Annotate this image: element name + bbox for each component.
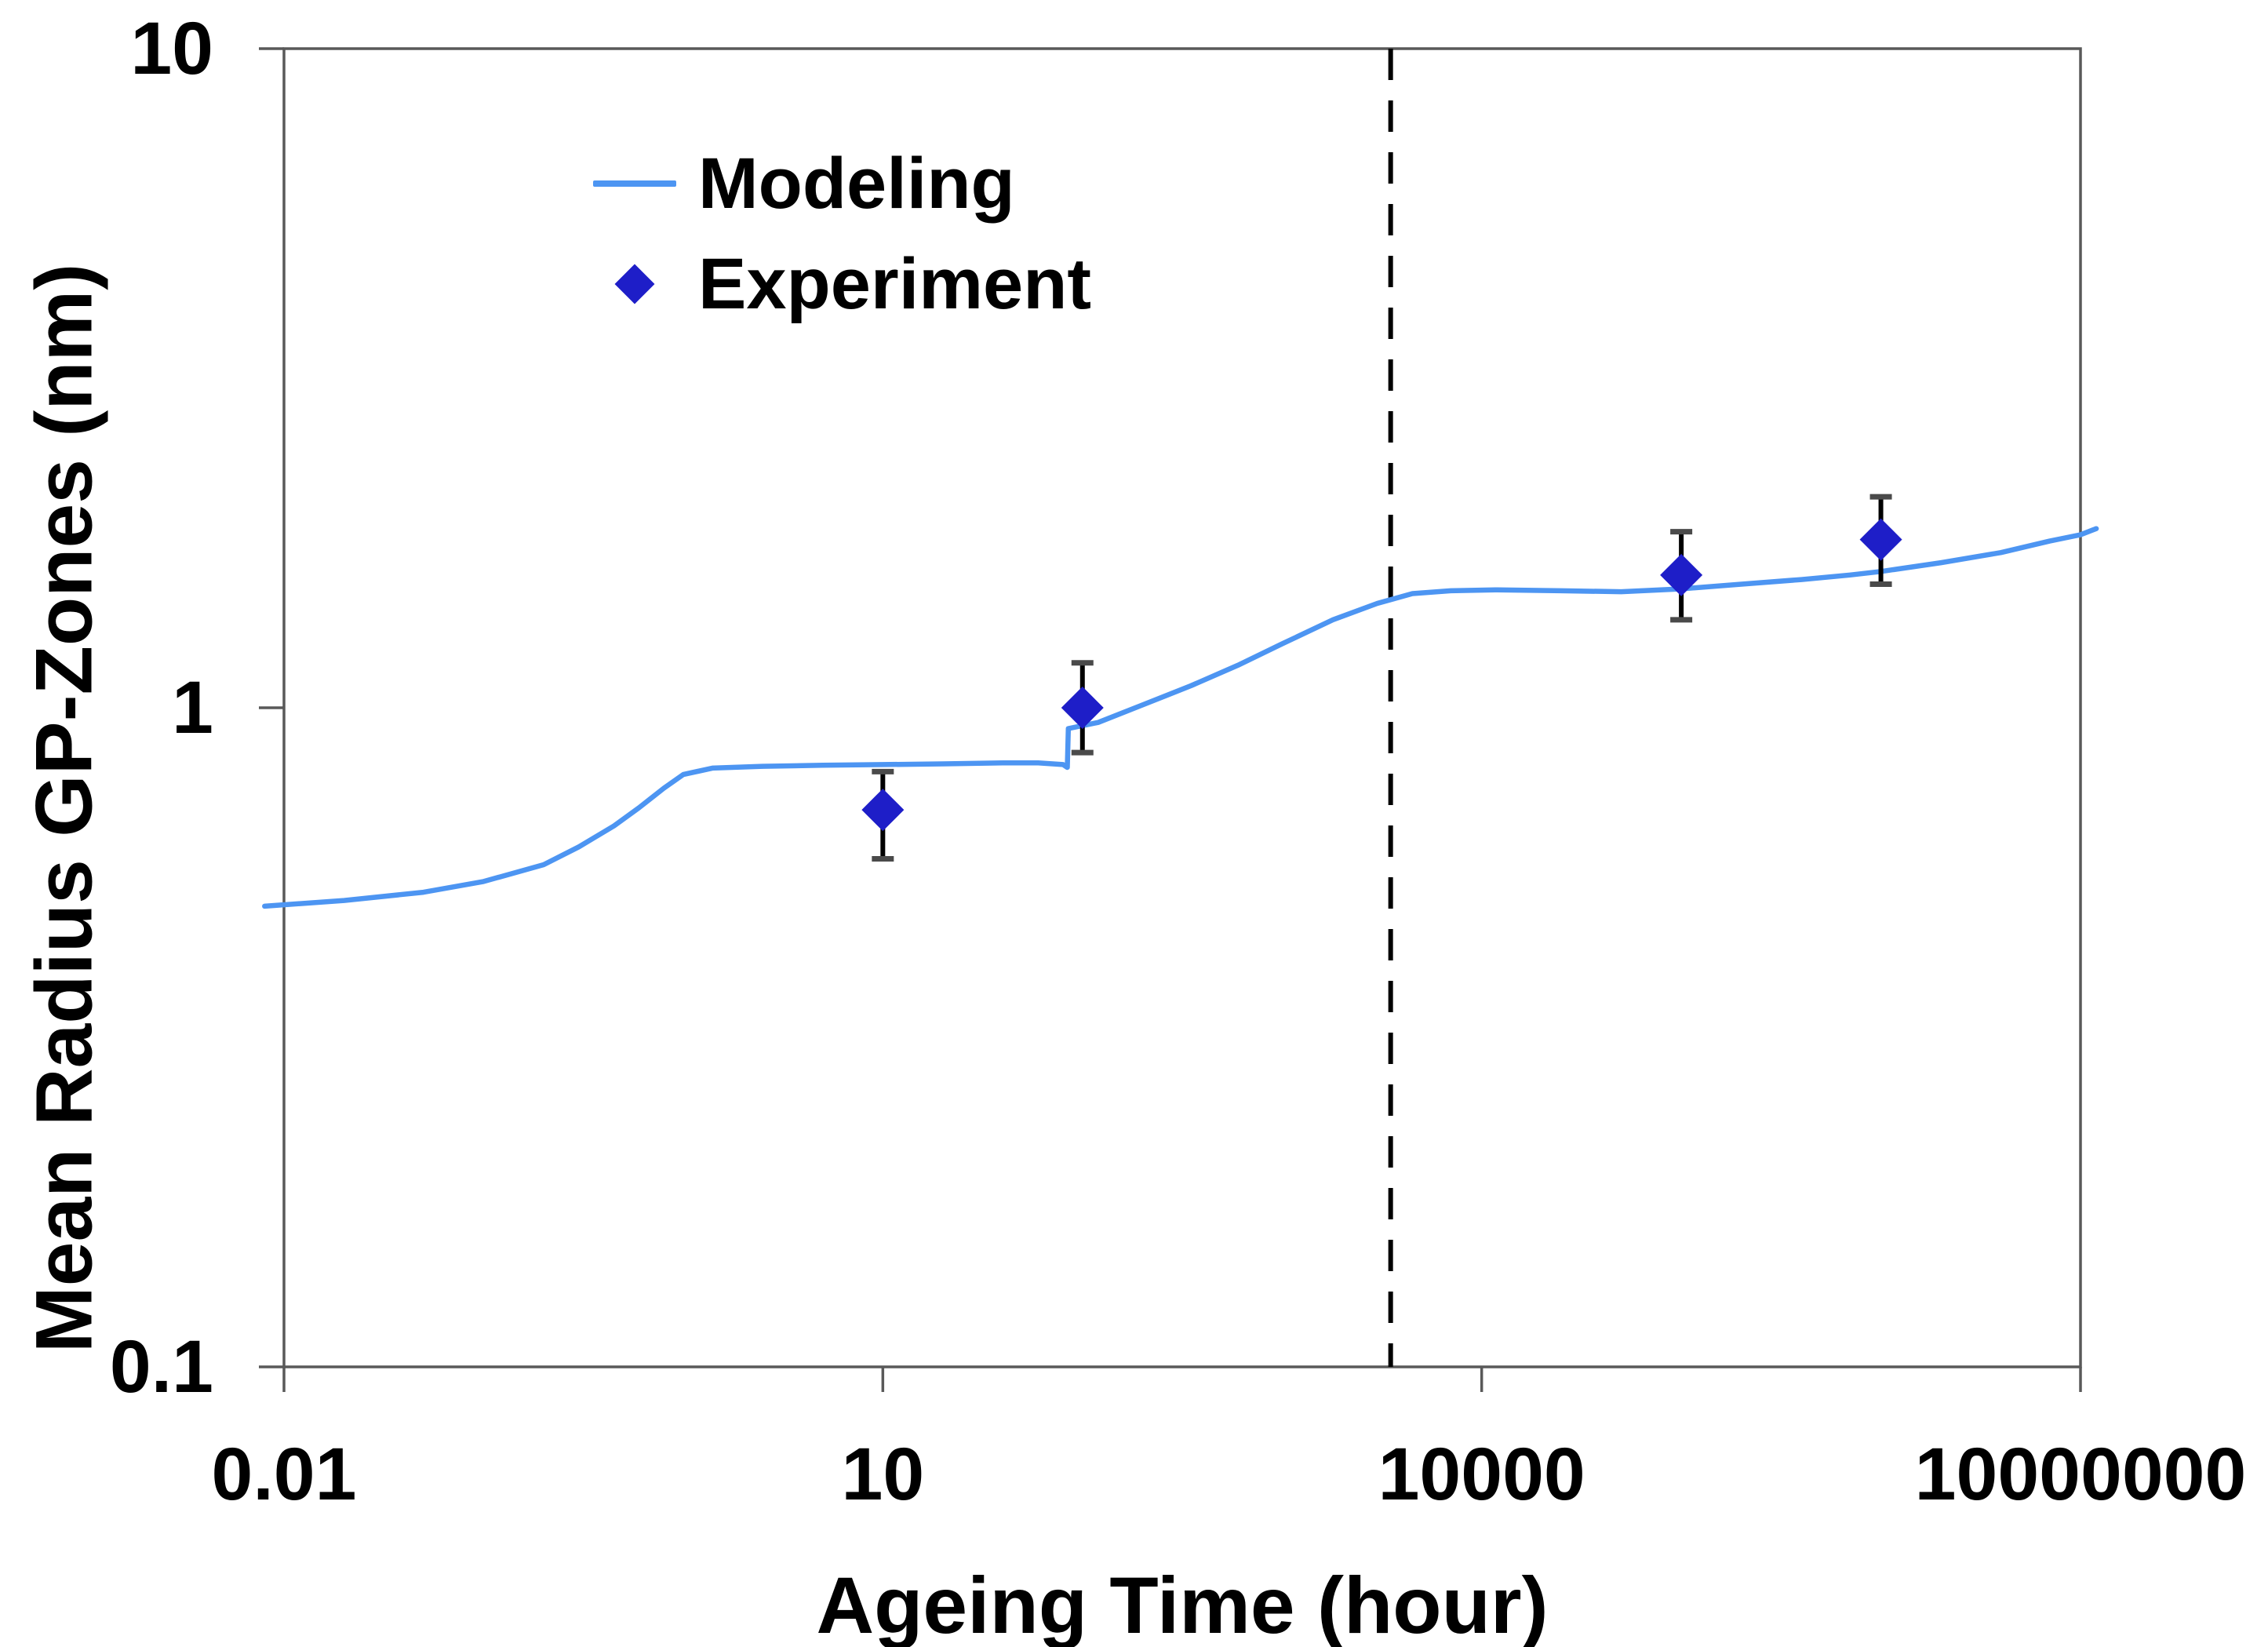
plot-frame	[282, 47, 2082, 1368]
y-tick-label: 1	[172, 666, 213, 749]
experiment-data-point	[861, 789, 905, 832]
x-axis-title: Ageing Time (hour)	[816, 1561, 1549, 1647]
modeling-curve	[262, 526, 2099, 909]
x-tick-label: 10000000	[1914, 1433, 2247, 1516]
x-tick-label: 10	[841, 1433, 925, 1516]
y-tick-label: 10	[130, 7, 213, 90]
legend-item-modeling: Modeling	[571, 133, 1091, 234]
experiment-diamond-swatch-icon	[614, 264, 655, 304]
experiment-data-point	[1061, 687, 1104, 729]
experiment-data-point	[1660, 553, 1703, 596]
legend-swatch-box	[571, 264, 698, 304]
legend-swatch-box	[571, 180, 698, 187]
modeling-line-swatch-icon	[593, 180, 676, 187]
legend-label-experiment: Experiment	[698, 244, 1092, 324]
experiment-data-point	[1859, 518, 1902, 561]
y-axis-title: Mean Radius GP-Zones (nm)	[19, 263, 109, 1354]
legend-label-modeling: Modeling	[698, 144, 1015, 224]
y-tick-label: 0.1	[109, 1325, 213, 1408]
legend: Modeling Experiment	[571, 133, 1091, 334]
x-tick-label: 10000	[1378, 1433, 1585, 1516]
x-tick-label: 0.01	[211, 1433, 357, 1516]
legend-item-experiment: Experiment	[571, 234, 1091, 334]
